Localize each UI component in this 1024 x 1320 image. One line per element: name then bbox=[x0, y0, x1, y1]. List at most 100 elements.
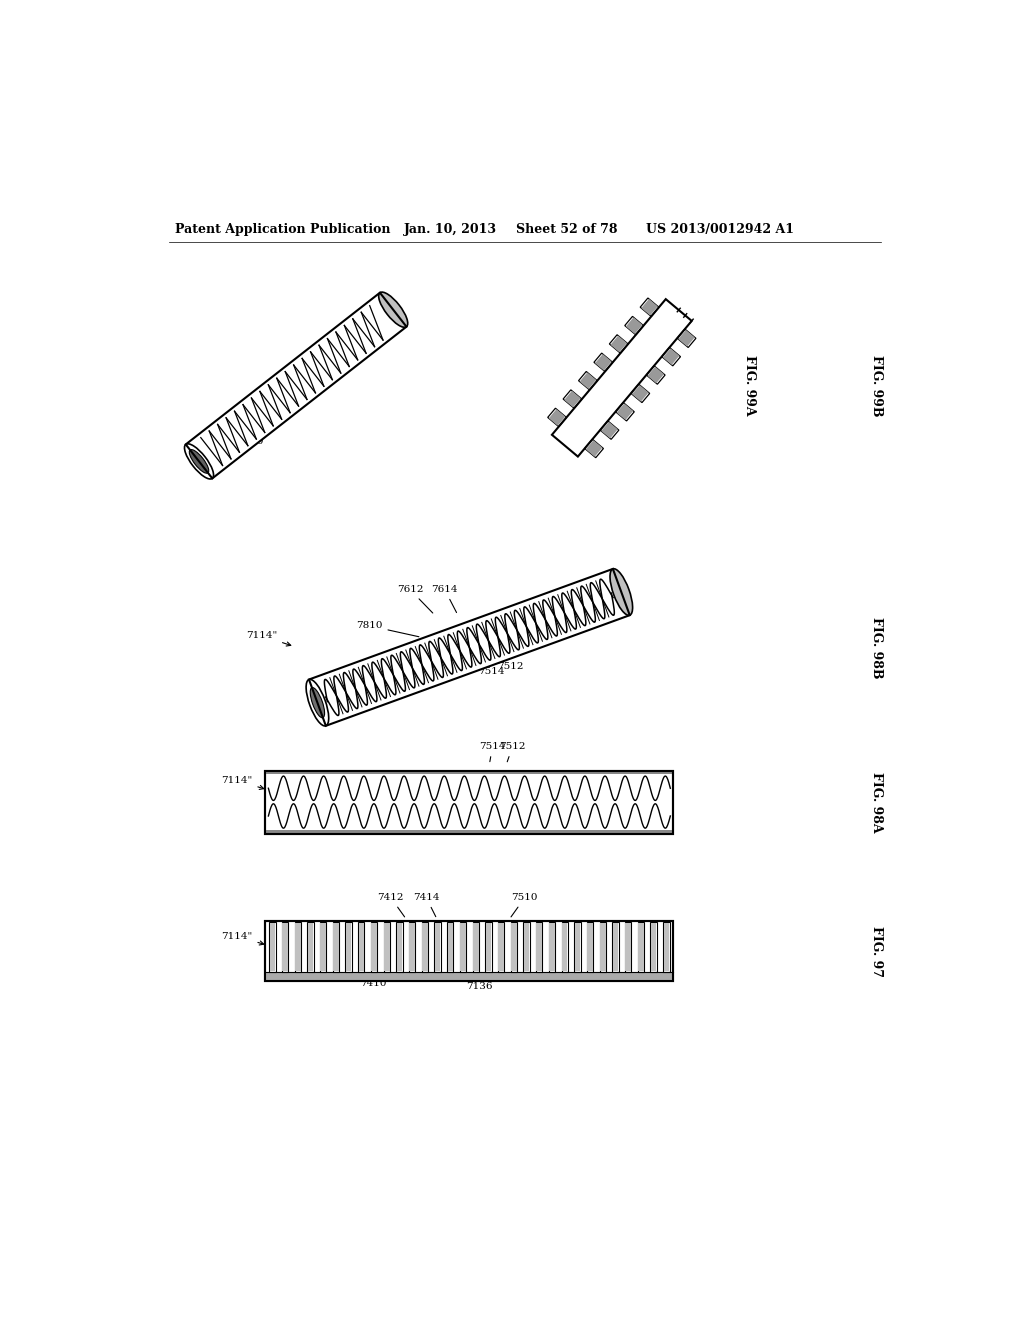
Bar bbox=[587, 923, 593, 972]
Bar bbox=[537, 923, 543, 972]
Bar bbox=[537, 923, 542, 970]
Polygon shape bbox=[663, 348, 679, 364]
Polygon shape bbox=[626, 317, 642, 334]
Bar bbox=[295, 923, 301, 972]
Bar bbox=[523, 923, 529, 970]
Polygon shape bbox=[609, 335, 628, 354]
Text: 7114": 7114" bbox=[221, 776, 264, 789]
Text: 7512: 7512 bbox=[500, 742, 525, 762]
Ellipse shape bbox=[184, 444, 214, 479]
Bar bbox=[651, 923, 656, 970]
Polygon shape bbox=[640, 298, 658, 317]
Text: FIG. 99B: FIG. 99B bbox=[869, 355, 883, 416]
Text: FIG. 98B: FIG. 98B bbox=[869, 616, 883, 678]
Text: Jan. 10, 2013: Jan. 10, 2013 bbox=[403, 223, 497, 236]
Polygon shape bbox=[309, 569, 630, 726]
Bar bbox=[435, 923, 440, 970]
Bar bbox=[562, 923, 567, 970]
Bar bbox=[396, 923, 402, 972]
Text: 7114": 7114" bbox=[221, 932, 264, 945]
Bar bbox=[612, 923, 618, 970]
Bar bbox=[523, 923, 529, 972]
Polygon shape bbox=[563, 389, 582, 408]
Bar bbox=[499, 923, 504, 970]
Polygon shape bbox=[677, 329, 696, 347]
Text: 7510: 7510 bbox=[511, 894, 538, 917]
Ellipse shape bbox=[306, 680, 329, 726]
Polygon shape bbox=[552, 300, 692, 457]
Bar bbox=[384, 923, 389, 970]
Polygon shape bbox=[601, 422, 617, 438]
Bar bbox=[473, 923, 478, 970]
Bar bbox=[650, 923, 656, 972]
Bar bbox=[664, 923, 669, 970]
Bar bbox=[447, 923, 454, 972]
Bar bbox=[321, 923, 326, 970]
Polygon shape bbox=[564, 391, 581, 408]
Text: 7650: 7650 bbox=[237, 424, 276, 446]
Bar bbox=[549, 923, 555, 970]
Polygon shape bbox=[615, 403, 634, 421]
Bar bbox=[511, 923, 517, 970]
Bar bbox=[460, 923, 466, 970]
Text: 7410: 7410 bbox=[359, 973, 386, 989]
Ellipse shape bbox=[310, 688, 325, 718]
Polygon shape bbox=[185, 293, 407, 478]
Ellipse shape bbox=[189, 450, 209, 474]
Bar bbox=[372, 923, 377, 970]
Bar bbox=[574, 923, 581, 970]
Ellipse shape bbox=[610, 569, 633, 615]
Text: 7514: 7514 bbox=[477, 661, 504, 676]
Polygon shape bbox=[678, 330, 695, 347]
Bar bbox=[574, 923, 581, 972]
Bar bbox=[269, 923, 275, 970]
Bar bbox=[321, 923, 327, 972]
Text: FIG. 99A: FIG. 99A bbox=[742, 355, 756, 416]
Bar bbox=[409, 923, 416, 972]
Bar bbox=[283, 923, 288, 970]
Bar bbox=[265, 830, 674, 834]
Text: 7514: 7514 bbox=[479, 742, 506, 762]
Polygon shape bbox=[662, 347, 681, 366]
Bar bbox=[265, 921, 674, 981]
Bar bbox=[626, 923, 631, 970]
Text: Patent Application Publication: Patent Application Publication bbox=[175, 223, 391, 236]
Bar bbox=[664, 923, 670, 972]
Bar bbox=[333, 923, 339, 972]
Bar bbox=[434, 923, 440, 972]
Bar bbox=[282, 923, 288, 972]
Text: 7412: 7412 bbox=[378, 894, 404, 917]
Bar bbox=[422, 923, 428, 970]
Bar bbox=[396, 923, 402, 970]
Bar bbox=[307, 923, 313, 972]
Bar bbox=[346, 923, 351, 970]
Bar bbox=[371, 923, 377, 972]
Bar bbox=[549, 923, 555, 972]
Bar bbox=[265, 771, 674, 834]
Polygon shape bbox=[600, 421, 618, 440]
Polygon shape bbox=[641, 298, 657, 315]
Bar bbox=[345, 923, 352, 972]
Text: 7614: 7614 bbox=[431, 585, 458, 612]
Polygon shape bbox=[632, 385, 648, 401]
Text: 7650: 7650 bbox=[641, 333, 677, 350]
Text: 7136: 7136 bbox=[444, 657, 471, 669]
Bar bbox=[384, 923, 390, 972]
Bar bbox=[612, 923, 618, 972]
Polygon shape bbox=[616, 404, 633, 420]
Bar bbox=[511, 923, 517, 972]
Polygon shape bbox=[625, 317, 643, 335]
Ellipse shape bbox=[379, 292, 408, 327]
Text: 7612: 7612 bbox=[397, 585, 433, 612]
Bar bbox=[422, 923, 428, 972]
Bar bbox=[638, 923, 644, 970]
Bar bbox=[561, 923, 568, 972]
Polygon shape bbox=[579, 371, 597, 389]
Text: US 2013/0012942 A1: US 2013/0012942 A1 bbox=[646, 223, 795, 236]
Text: 7510: 7510 bbox=[471, 803, 498, 816]
Bar bbox=[600, 923, 606, 972]
Text: 7136: 7136 bbox=[466, 975, 493, 990]
Text: 7810: 7810 bbox=[356, 622, 419, 636]
Bar bbox=[265, 921, 674, 981]
Polygon shape bbox=[585, 440, 603, 458]
